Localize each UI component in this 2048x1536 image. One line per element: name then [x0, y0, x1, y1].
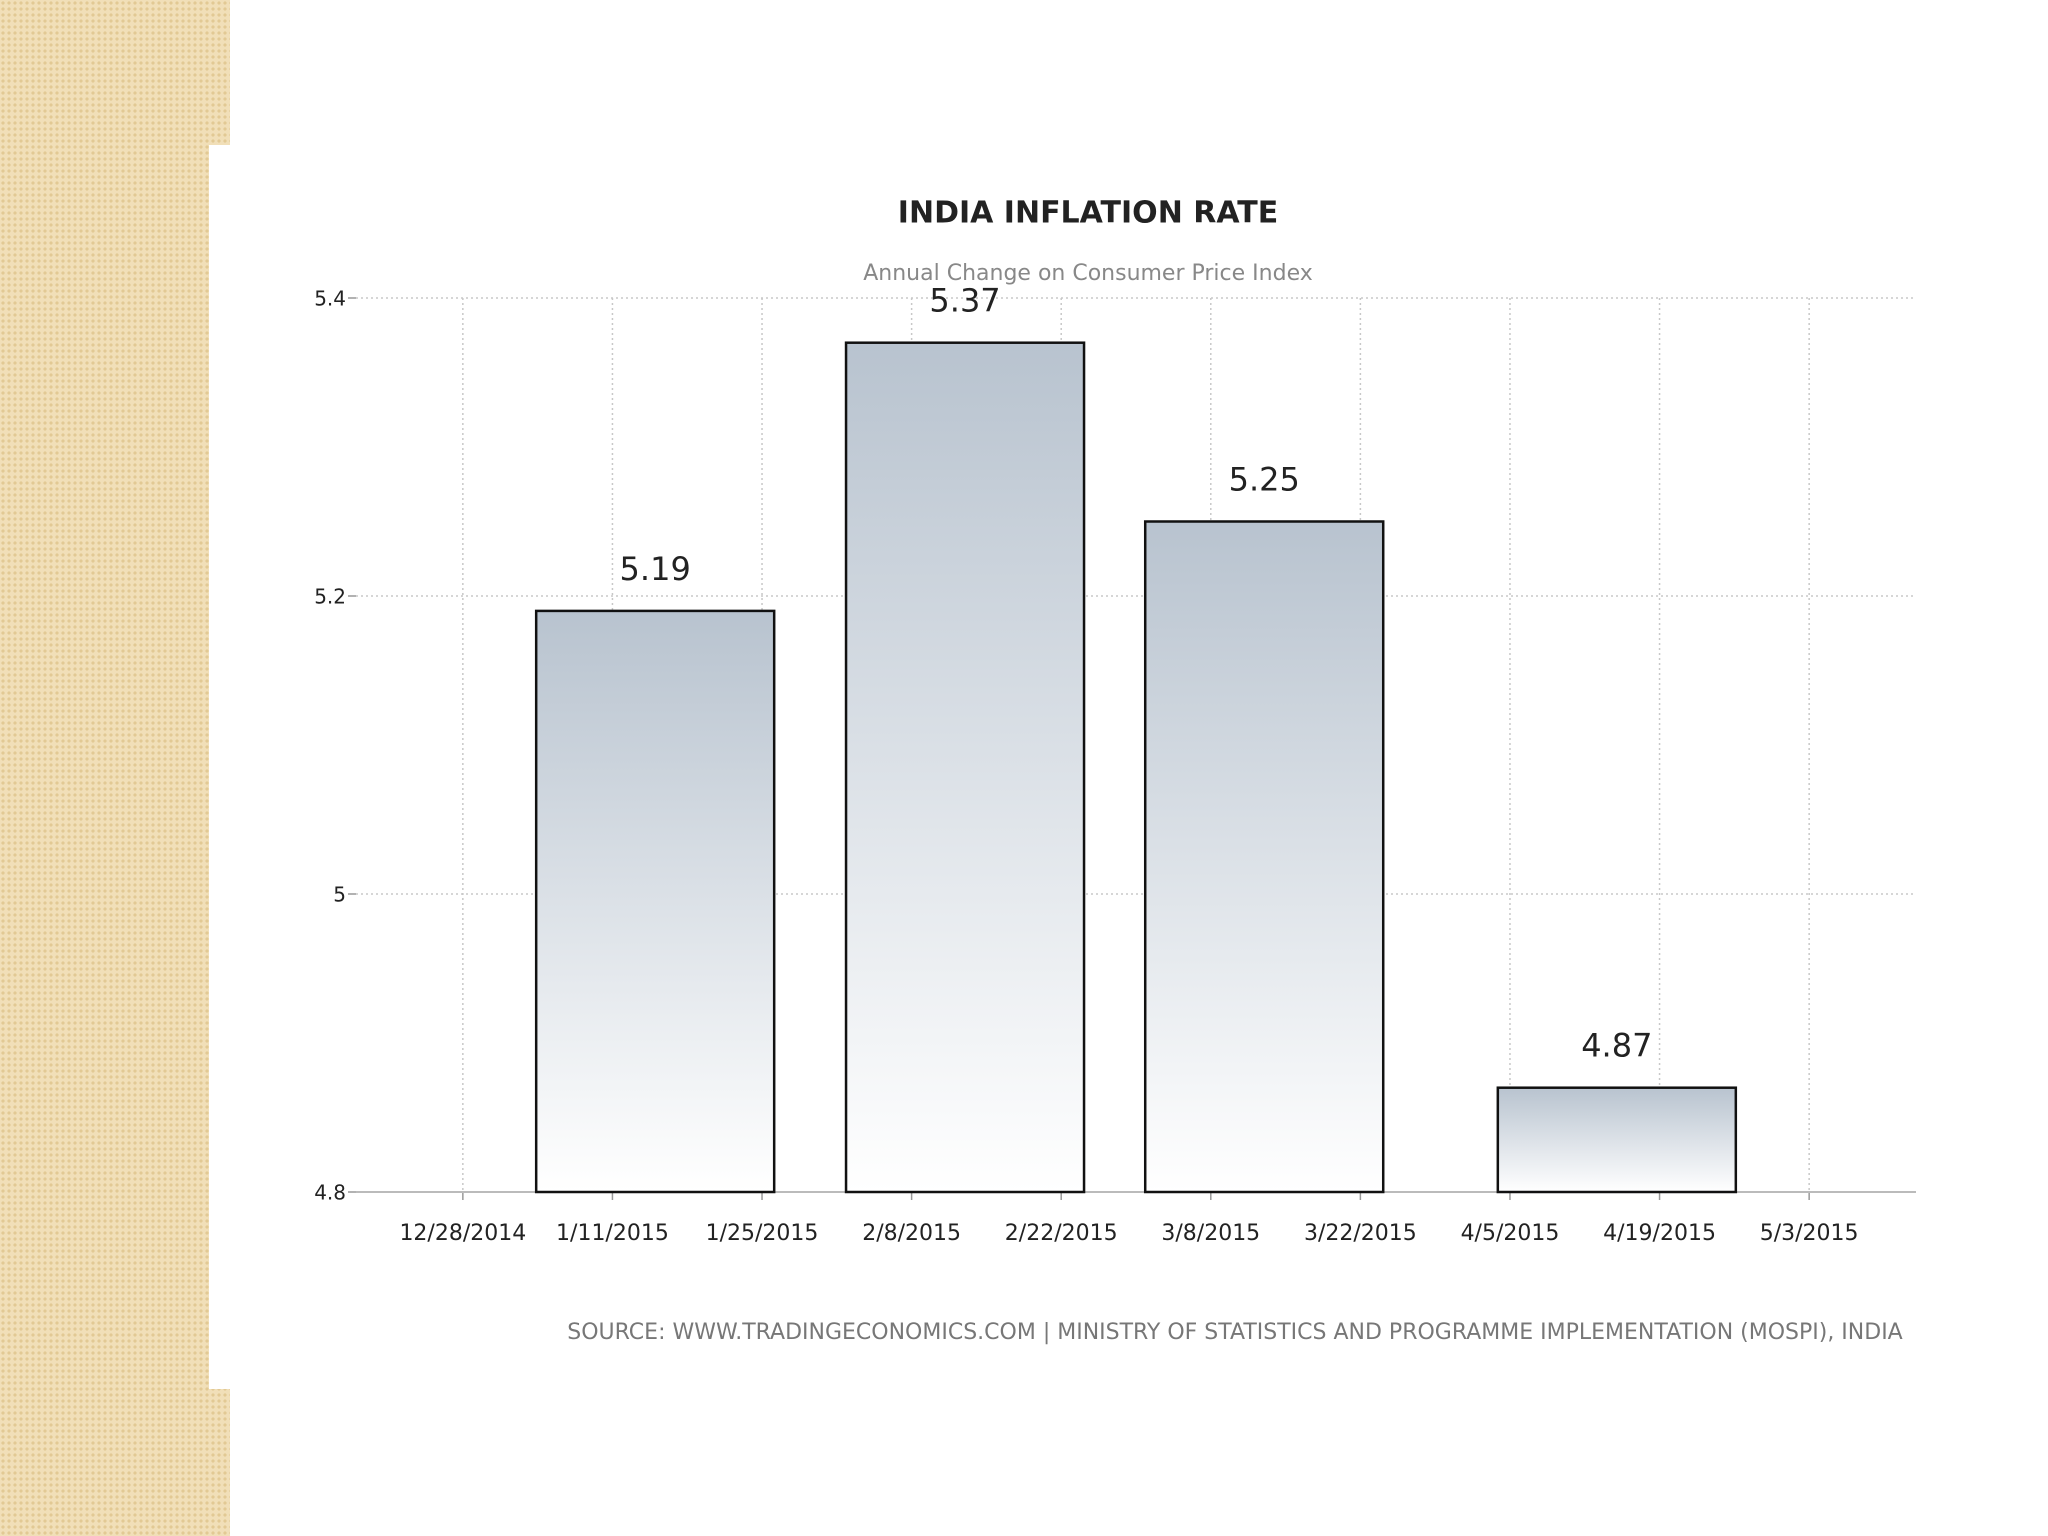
- x-tick-label: 1/25/2015: [706, 1221, 819, 1246]
- value-label: 5.25: [1229, 461, 1300, 499]
- x-tick-label: 12/28/2014: [399, 1221, 526, 1246]
- y-tick-label: 5: [333, 883, 346, 907]
- value-label: 4.87: [1581, 1027, 1652, 1065]
- x-tick-label: 5/3/2015: [1760, 1221, 1859, 1246]
- x-tick-label: 3/8/2015: [1161, 1221, 1260, 1246]
- y-tick-label: 5.2: [314, 585, 346, 609]
- decorative-strip: [0, 0, 230, 1536]
- source-note: SOURCE: WWW.TRADINGECONOMICS.COM | MINIS…: [567, 1320, 1903, 1345]
- chart-card: [209, 145, 2048, 1389]
- x-tick-label: 1/11/2015: [556, 1221, 669, 1246]
- y-tick-label: 4.8: [314, 1181, 346, 1205]
- value-label: 5.19: [620, 550, 691, 588]
- bar: [844, 341, 1086, 1194]
- bar: [1143, 520, 1385, 1194]
- chart-title: INDIA INFLATION RATE: [898, 196, 1278, 231]
- x-tick-label: 4/5/2015: [1461, 1221, 1560, 1246]
- x-tick-label: 3/22/2015: [1304, 1221, 1417, 1246]
- bar: [534, 609, 776, 1194]
- x-tick-label: 2/22/2015: [1005, 1221, 1118, 1246]
- x-tick-label: 4/19/2015: [1603, 1221, 1716, 1246]
- value-label: 5.37: [929, 282, 1000, 320]
- chart-subtitle: Annual Change on Consumer Price Index: [863, 261, 1313, 286]
- y-tick-label: 5.4: [314, 287, 346, 311]
- x-tick-label: 2/8/2015: [862, 1221, 961, 1246]
- bar: [1496, 1086, 1738, 1194]
